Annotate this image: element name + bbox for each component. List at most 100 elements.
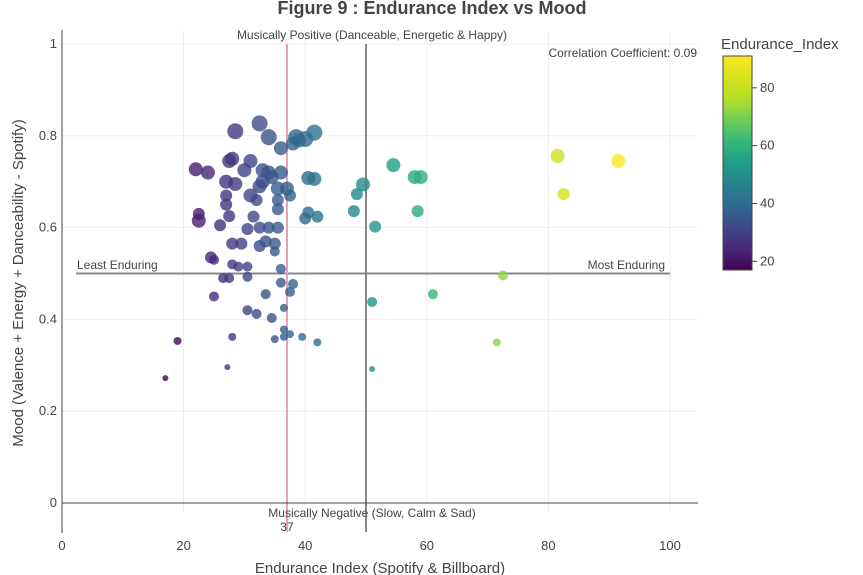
data-point <box>286 330 294 339</box>
data-point <box>259 235 272 248</box>
data-point <box>492 338 501 347</box>
data-point <box>235 237 248 250</box>
data-points <box>162 115 626 382</box>
data-point <box>188 162 203 177</box>
colorbar-tick-label: 40 <box>760 195 774 210</box>
data-point <box>247 210 260 223</box>
data-point <box>223 210 236 223</box>
data-point <box>285 286 295 297</box>
data-point <box>497 270 508 281</box>
data-point <box>173 336 182 345</box>
data-point <box>369 220 382 233</box>
x-tick-label: 60 <box>420 538 434 553</box>
data-point <box>220 198 233 211</box>
data-point <box>271 194 284 207</box>
data-point <box>214 219 227 232</box>
most-enduring-label: Most Enduring <box>588 258 665 272</box>
y-tick-labels: 0 0.2 0.4 0.6 0.8 1 <box>39 36 57 510</box>
data-point <box>271 203 284 216</box>
data-point <box>279 332 288 341</box>
data-point <box>367 296 378 307</box>
data-point <box>269 246 280 257</box>
data-point <box>347 205 360 218</box>
data-point <box>550 148 565 163</box>
y-tick-label: 0.4 <box>39 311 57 326</box>
data-point <box>271 221 284 234</box>
data-point <box>266 313 277 324</box>
data-point <box>243 154 258 169</box>
colorbar-title: Endurance_Index <box>721 36 839 53</box>
data-point <box>226 237 239 250</box>
data-point <box>288 279 299 290</box>
y-tick-label: 0 <box>50 495 57 510</box>
data-point <box>611 154 626 169</box>
data-point <box>284 189 296 202</box>
data-point <box>227 123 244 140</box>
x-tick-labels: 0 20 40 60 80 100 <box>58 538 680 553</box>
colorbar-ticks: 20 40 60 80 <box>752 80 774 268</box>
data-point <box>306 124 323 141</box>
y-tick-label: 1 <box>50 36 57 51</box>
data-point <box>260 129 277 146</box>
data-point <box>200 165 215 180</box>
data-point <box>557 188 570 201</box>
data-point <box>191 213 206 228</box>
data-point <box>369 365 376 372</box>
data-point <box>209 254 219 265</box>
data-point <box>355 177 370 192</box>
data-point <box>253 221 266 234</box>
x-tick-label: 0 <box>58 538 65 553</box>
x-tick-label: 20 <box>176 538 190 553</box>
data-point <box>251 115 268 132</box>
data-point <box>311 210 324 223</box>
data-point <box>233 261 244 272</box>
data-point <box>302 206 315 219</box>
x-tick-label: 80 <box>541 538 555 553</box>
correlation-label: Correlation Coefficient: 0.09 <box>548 46 697 60</box>
y-tick-label: 0.8 <box>39 128 57 143</box>
grid-lines <box>62 30 698 512</box>
data-point <box>275 263 286 274</box>
data-point <box>279 325 288 334</box>
colorbar-tick-label: 80 <box>760 80 774 95</box>
median-value-label: 37 <box>280 520 294 534</box>
annotations: Musically Positive (Danceable, Energetic… <box>77 28 697 534</box>
data-point <box>242 271 253 282</box>
data-point <box>273 141 288 156</box>
data-point <box>250 194 263 207</box>
data-point <box>411 205 424 218</box>
least-enduring-label: Least Enduring <box>77 258 158 272</box>
data-point <box>427 289 438 300</box>
data-point <box>228 176 243 191</box>
data-point <box>307 171 322 186</box>
data-point <box>279 303 288 312</box>
quadrant-bottom-label: Musically Negative (Slow, Calm & Sad) <box>268 506 475 520</box>
data-point <box>220 189 233 202</box>
y-tick-label: 0.6 <box>39 220 57 235</box>
data-point <box>270 335 279 344</box>
colorbar-tick-label: 20 <box>760 253 774 268</box>
data-point <box>251 308 262 319</box>
data-point <box>273 165 288 180</box>
data-point <box>313 338 322 347</box>
data-point <box>228 332 237 341</box>
x-tick-label: 40 <box>298 538 312 553</box>
reference-lines <box>76 44 670 532</box>
data-point <box>241 222 254 235</box>
colorbar: Endurance_Index 20 40 60 80 <box>721 36 839 271</box>
data-point <box>262 221 275 234</box>
data-point <box>413 170 428 185</box>
data-point <box>225 151 240 166</box>
data-point <box>260 289 271 300</box>
y-tick-label: 0.2 <box>39 403 57 418</box>
data-point <box>298 332 307 341</box>
data-point <box>209 291 219 302</box>
quadrant-top-label: Musically Positive (Danceable, Energetic… <box>237 28 507 42</box>
x-axis-title: Endurance Index (Spotify & Billboard) <box>255 560 505 575</box>
data-point <box>350 188 363 201</box>
data-point <box>162 375 169 382</box>
data-point <box>224 273 235 284</box>
data-point <box>242 261 253 272</box>
axes <box>61 30 698 533</box>
